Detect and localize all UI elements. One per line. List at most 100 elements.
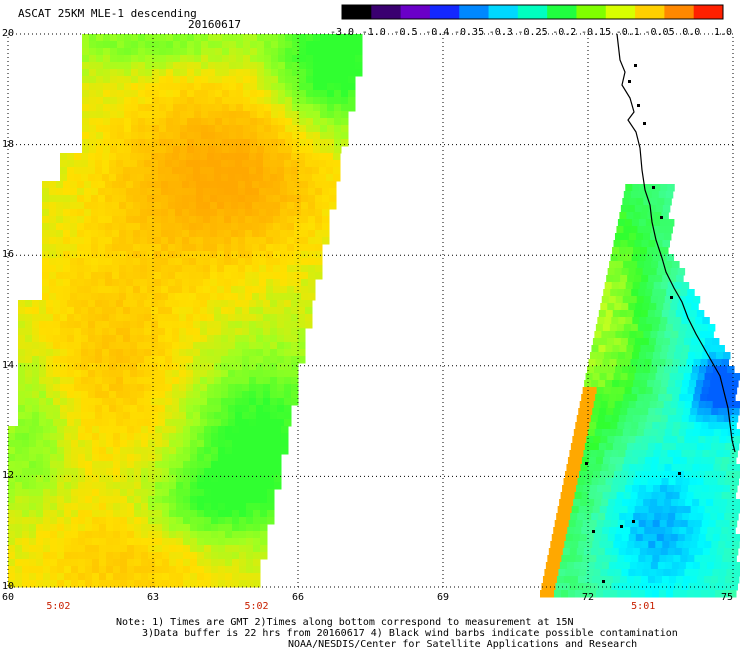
swath-cell <box>130 160 138 168</box>
colorbar-label: 0.0 <box>682 27 701 38</box>
swath-cell <box>32 300 40 308</box>
swath-cell <box>334 125 342 133</box>
swath-cell <box>320 76 328 84</box>
swath-cell <box>182 251 190 259</box>
swath-cell <box>113 489 121 497</box>
swath-cell <box>162 482 170 490</box>
swath-cell <box>15 489 23 497</box>
swath-cell <box>242 377 250 385</box>
swath-cell <box>140 230 148 238</box>
swath-cell <box>263 377 271 385</box>
swath-cell <box>232 475 240 483</box>
swath-cell <box>29 454 37 462</box>
swath-cell <box>29 475 37 483</box>
swath-cell <box>193 160 201 168</box>
swath-cell <box>271 83 279 91</box>
swath-cell <box>694 520 703 528</box>
swath-cell <box>81 300 89 308</box>
swath-cell <box>189 244 197 252</box>
swath-cell <box>214 370 222 378</box>
swath-cell <box>578 408 586 416</box>
swath-cell <box>168 202 176 210</box>
swath-cell <box>126 293 134 301</box>
swath-cell <box>630 226 638 234</box>
swath-cell <box>190 440 198 448</box>
swath-cell <box>249 300 257 308</box>
swath-cell <box>224 216 232 224</box>
lon-tick-label: 66 <box>292 592 305 603</box>
swath-cell <box>190 573 198 581</box>
swath-cell <box>133 265 141 273</box>
swath-cell <box>217 244 225 252</box>
swath-cell <box>659 590 667 598</box>
swath-cell <box>655 275 663 283</box>
swath-cell <box>613 240 621 248</box>
swath-cell <box>99 524 107 532</box>
swath-cell <box>280 230 288 238</box>
swath-cell <box>697 373 706 381</box>
swath-cell <box>196 286 204 294</box>
swath-cell <box>680 520 689 528</box>
swath-cell <box>653 282 662 290</box>
swath-cell <box>256 335 264 343</box>
swath-cell <box>81 314 89 322</box>
swath-cell <box>144 349 152 357</box>
swath-cell <box>728 492 737 500</box>
swath-cell <box>89 62 97 70</box>
swath-cell <box>298 160 306 168</box>
swath-cell <box>98 258 106 266</box>
swath-cell <box>159 104 167 112</box>
swath-cell <box>112 195 120 203</box>
swath-cell <box>710 576 719 584</box>
swath-cell <box>147 237 155 245</box>
swath-cell <box>657 296 666 304</box>
swath-cell <box>84 223 92 231</box>
swath-cell <box>228 160 236 168</box>
swath-cell <box>147 209 155 217</box>
swath-cell <box>239 468 247 476</box>
swath-cell <box>182 258 190 266</box>
swath-cell <box>168 188 176 196</box>
swath-cell <box>71 559 79 567</box>
swath-cell <box>263 398 271 406</box>
swath-cell <box>703 443 712 451</box>
swath-cell <box>554 590 562 598</box>
swath-cell <box>593 401 602 409</box>
swath-cell <box>147 272 155 280</box>
swath-cell <box>200 412 208 420</box>
swath-cell <box>113 461 121 469</box>
colorbar-label: -0.35 <box>454 27 485 38</box>
swath-cell <box>610 254 619 262</box>
swath-cell <box>99 433 107 441</box>
swath-cell <box>60 328 68 336</box>
swath-cell <box>91 293 99 301</box>
swath-cell <box>256 321 264 329</box>
swath-cell <box>64 580 72 588</box>
swath-cell <box>242 307 250 315</box>
swath-cell <box>210 286 218 294</box>
swath-cell <box>242 153 250 161</box>
swath-cell <box>166 97 174 105</box>
swath-cell <box>106 440 114 448</box>
swath-cell <box>85 433 93 441</box>
swath-cell <box>669 408 677 416</box>
swath-cell <box>165 377 173 385</box>
swath-cell <box>103 132 111 140</box>
swath-cell <box>734 499 740 507</box>
swath-cell <box>270 153 278 161</box>
swath-cell <box>645 387 654 395</box>
swath-cell <box>731 576 740 584</box>
swath-cell <box>25 307 33 315</box>
swath-cell <box>78 552 86 560</box>
swath-cell <box>155 573 163 581</box>
swath-cell <box>267 489 275 497</box>
swath-cell <box>661 310 670 318</box>
swath-cell <box>267 510 275 518</box>
swath-cell <box>67 328 75 336</box>
swath-cell <box>277 167 285 175</box>
swath-cell <box>257 97 265 105</box>
swath-cell <box>726 534 735 542</box>
swath-cell <box>228 412 236 420</box>
swath-cell <box>693 492 702 500</box>
swath-cell <box>676 506 685 514</box>
